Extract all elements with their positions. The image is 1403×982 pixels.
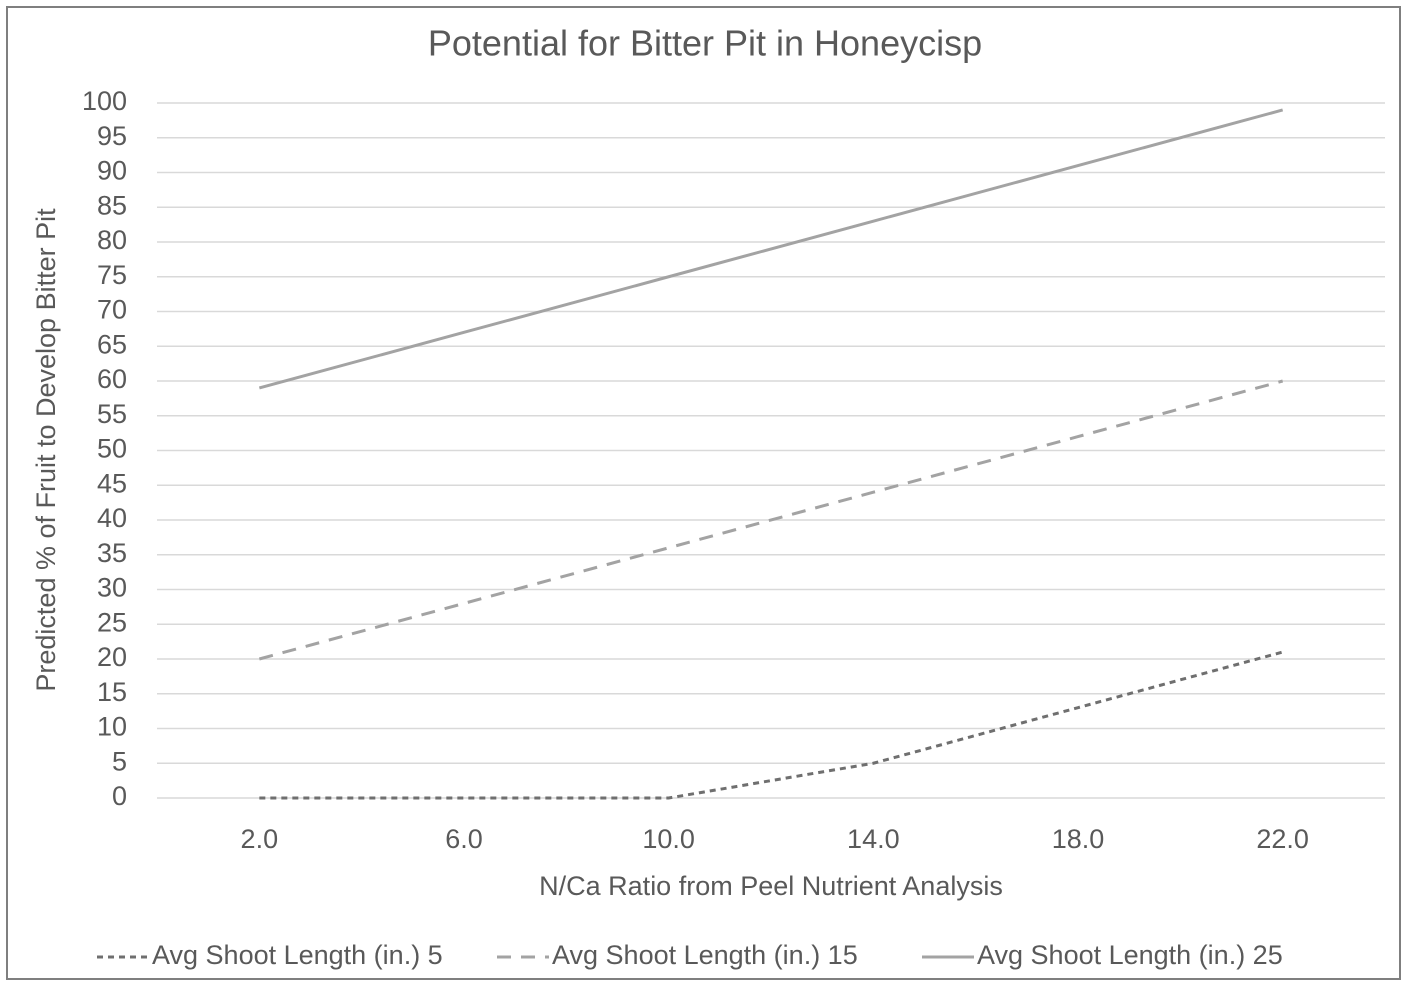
x-axis-label: N/Ca Ratio from Peel Nutrient Analysis	[539, 871, 1003, 901]
y-tick-label: 70	[97, 295, 127, 325]
y-tick-label: 40	[97, 503, 127, 533]
series-line	[258, 108, 1284, 390]
x-tick-label: 10.0	[642, 824, 695, 854]
legend-label: Avg Shoot Length (in.) 5	[152, 940, 443, 970]
x-tick-label: 22.0	[1256, 824, 1309, 854]
y-tick-label: 20	[97, 642, 127, 672]
series-line	[258, 379, 1284, 661]
y-tick-label: 60	[97, 364, 127, 394]
x-tick-label: 14.0	[847, 824, 900, 854]
y-tick-label: 35	[97, 538, 127, 568]
y-tick-label: 65	[97, 329, 127, 359]
y-tick-label: 100	[82, 86, 127, 116]
y-axis-label: Predicted % of Fruit to Develop Bitter P…	[31, 208, 61, 692]
y-tick-label: 30	[97, 573, 127, 603]
legend-label: Avg Shoot Length (in.) 25	[977, 940, 1283, 970]
y-tick-label: 15	[97, 677, 127, 707]
y-tick-label: 95	[97, 121, 127, 151]
y-tick-label: 90	[97, 156, 127, 186]
y-tick-label: 0	[112, 781, 127, 811]
chart-border	[6, 6, 1401, 980]
x-tick-label: 2.0	[241, 824, 279, 854]
y-tick-label: 85	[97, 190, 127, 220]
y-tick-label: 5	[112, 746, 127, 776]
y-tick-label: 45	[97, 468, 127, 498]
y-tick-label: 55	[97, 399, 127, 429]
y-tick-label: 75	[97, 260, 127, 290]
y-tick-label: 10	[97, 712, 127, 742]
y-tick-label: 50	[97, 434, 127, 464]
y-tick-label: 80	[97, 225, 127, 255]
x-tick-label: 18.0	[1052, 824, 1105, 854]
y-tick-label: 25	[97, 607, 127, 637]
x-tick-label: 6.0	[445, 824, 483, 854]
series-line	[259, 650, 1284, 800]
legend-label: Avg Shoot Length (in.) 15	[552, 940, 858, 970]
chart-title: Potential for Bitter Pit in Honeycisp	[428, 23, 982, 64]
